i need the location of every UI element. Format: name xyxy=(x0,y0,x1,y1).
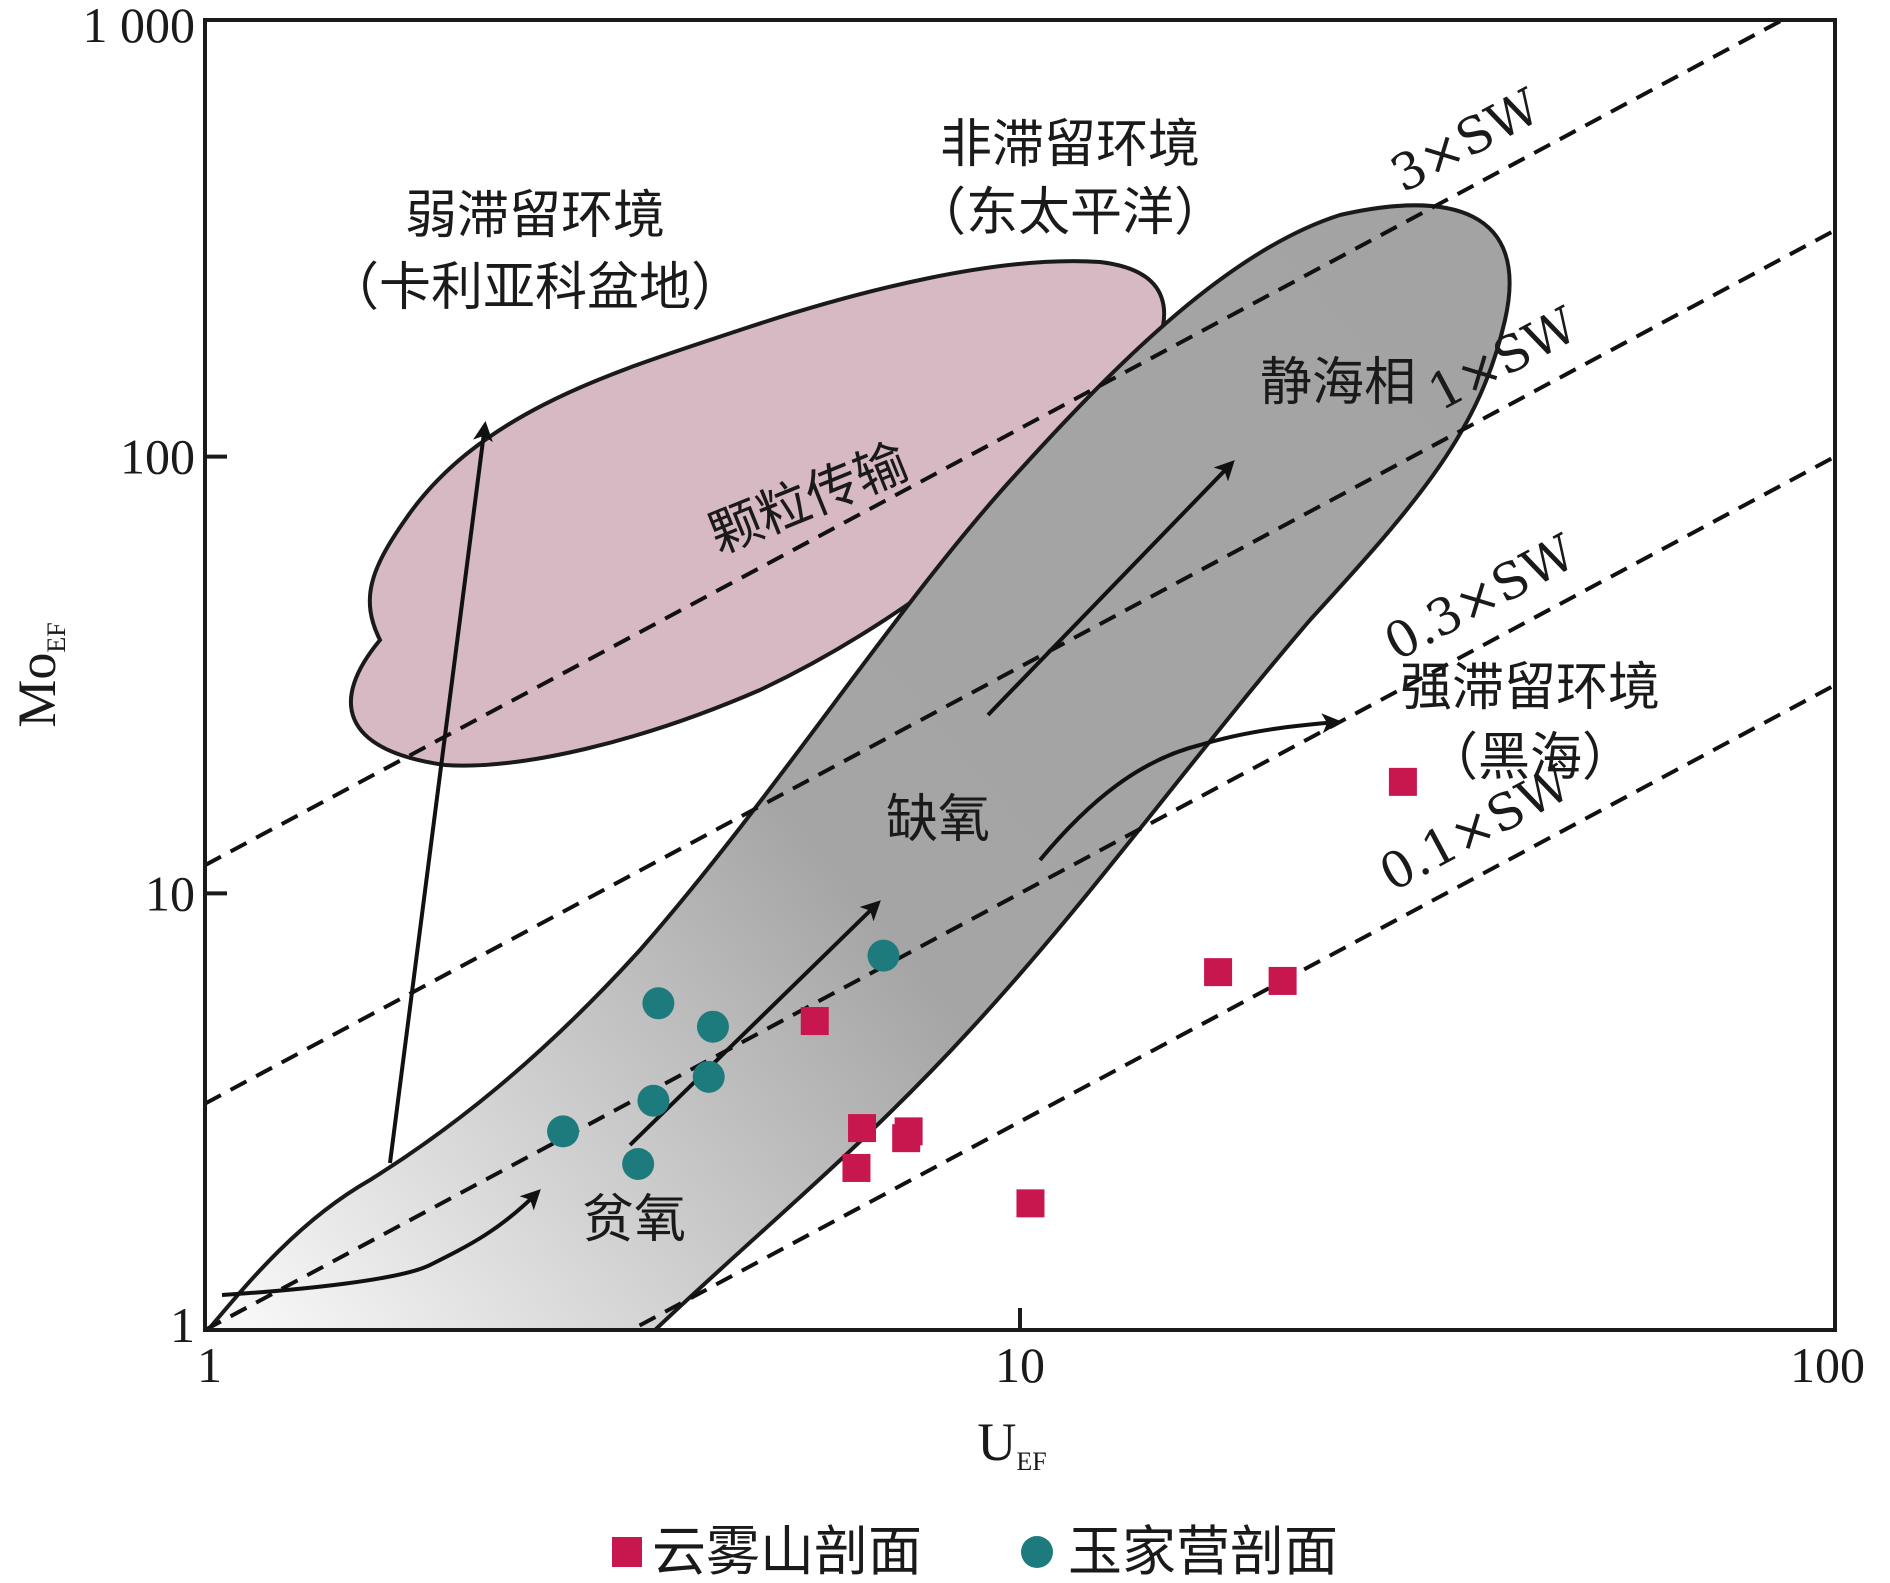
legend-marker-yunwushan xyxy=(612,1537,642,1567)
redox-envelope-region xyxy=(203,203,1512,1332)
legend-marker-yujiaying xyxy=(1021,1536,1053,1568)
y-tick-label: 100 xyxy=(120,429,195,485)
y-tick-label: 10 xyxy=(145,865,195,921)
yujiaying-point xyxy=(547,1115,580,1148)
yunwushan-point xyxy=(1204,958,1233,987)
y-tick-label: 1 xyxy=(170,1297,195,1353)
weak-restriction-basin: （卡利亚科盆地） xyxy=(327,258,743,318)
yujiaying-point xyxy=(867,939,900,972)
non-restricted-label: 非滞留环境 xyxy=(940,115,1200,175)
y-axis-title: MoEF xyxy=(7,622,71,727)
x-axis-title: UEF xyxy=(977,1412,1046,1476)
non-restricted-region: （东太平洋） xyxy=(914,183,1226,243)
yujiaying-point xyxy=(692,1060,725,1093)
suboxic-arrow xyxy=(221,1189,541,1297)
yujiaying-point xyxy=(642,987,675,1020)
yunwushan-point xyxy=(848,1114,877,1143)
yunwushan-point xyxy=(1268,966,1297,995)
sw-reference-line xyxy=(205,228,1835,1106)
legend-label-yunwushan: 云雾山剖面 xyxy=(652,1520,922,1583)
yunwushan-point xyxy=(1388,767,1417,796)
sw-reference-label: 0.3×SW xyxy=(1375,523,1585,672)
yunwushan-point xyxy=(800,1007,829,1036)
legend: 云雾山剖面 玉家营剖面 xyxy=(612,1520,1338,1583)
yujiaying-point xyxy=(696,1010,729,1043)
anoxic-label: 缺氧 xyxy=(886,790,990,850)
yunwushan-point xyxy=(842,1153,871,1182)
yujiaying-point xyxy=(622,1147,655,1180)
euxinic-arrow xyxy=(986,460,1235,717)
yunwushan-point xyxy=(892,1124,921,1153)
weak-restriction-label: 弱滞留环境 xyxy=(405,186,665,246)
strong-restriction-label: 强滞留环境 xyxy=(1400,658,1660,718)
sw-reference-line xyxy=(626,683,1835,1330)
sw-reference-line xyxy=(205,20,1787,867)
x-tick-label: 10 xyxy=(995,1337,1045,1393)
y-tick-label: 1 000 xyxy=(83,0,196,53)
x-tick-label: 100 xyxy=(1790,1337,1865,1393)
euxinic-label: 静海相 xyxy=(1260,353,1416,413)
sw-reference-label: 3×SW xyxy=(1381,77,1549,204)
yunwushan-point xyxy=(1016,1189,1045,1218)
yujiaying-point xyxy=(637,1084,670,1117)
sw-reference-line xyxy=(205,454,1835,1330)
suboxic-label: 贫氧 xyxy=(582,1190,686,1250)
strong-restriction-region: （黑海） xyxy=(1426,728,1634,788)
anoxic-arrow xyxy=(628,900,881,1147)
particle-shuttle-region xyxy=(348,259,1167,768)
particle-shuttle-arrow xyxy=(388,421,493,1164)
legend-label-yujiaying: 玉家营剖面 xyxy=(1068,1520,1338,1583)
restricted-arrow xyxy=(1038,713,1342,862)
x-tick-label: 1 xyxy=(197,1337,222,1393)
